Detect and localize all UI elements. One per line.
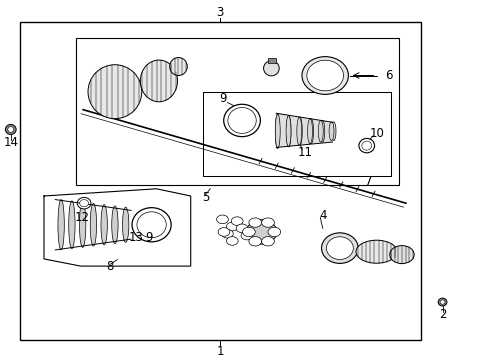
Circle shape xyxy=(261,237,274,246)
Ellipse shape xyxy=(90,203,96,246)
Ellipse shape xyxy=(302,57,348,94)
Ellipse shape xyxy=(306,60,343,91)
Circle shape xyxy=(226,237,238,245)
Ellipse shape xyxy=(88,65,142,119)
Circle shape xyxy=(267,227,280,237)
Text: 1: 1 xyxy=(216,345,224,358)
Ellipse shape xyxy=(307,119,312,144)
Circle shape xyxy=(248,218,261,227)
Circle shape xyxy=(216,215,228,224)
Circle shape xyxy=(242,227,255,237)
Circle shape xyxy=(236,224,247,233)
Ellipse shape xyxy=(79,202,85,247)
Text: 13: 13 xyxy=(128,231,143,244)
Ellipse shape xyxy=(358,139,374,153)
Ellipse shape xyxy=(318,120,323,142)
Text: 6: 6 xyxy=(384,69,392,82)
Text: 9: 9 xyxy=(219,93,226,105)
Bar xyxy=(203,92,390,176)
Ellipse shape xyxy=(8,127,14,132)
Text: 14: 14 xyxy=(3,136,18,149)
Ellipse shape xyxy=(227,108,256,134)
Ellipse shape xyxy=(389,246,413,264)
Ellipse shape xyxy=(68,201,75,249)
Text: 11: 11 xyxy=(298,146,312,159)
Bar xyxy=(20,22,420,340)
Ellipse shape xyxy=(263,61,279,76)
Ellipse shape xyxy=(285,116,290,147)
Ellipse shape xyxy=(321,233,357,264)
Ellipse shape xyxy=(101,204,107,245)
Ellipse shape xyxy=(80,199,88,207)
Circle shape xyxy=(218,228,229,236)
Circle shape xyxy=(226,222,238,231)
Text: 3: 3 xyxy=(216,6,224,19)
Ellipse shape xyxy=(137,212,166,238)
Ellipse shape xyxy=(122,207,129,242)
Text: 5: 5 xyxy=(201,191,209,204)
Text: 10: 10 xyxy=(369,127,384,140)
Ellipse shape xyxy=(140,60,177,102)
Text: 2: 2 xyxy=(438,308,446,321)
Bar xyxy=(76,38,398,185)
Circle shape xyxy=(261,218,274,227)
Ellipse shape xyxy=(58,199,64,250)
Ellipse shape xyxy=(111,206,118,244)
Ellipse shape xyxy=(437,298,446,306)
Ellipse shape xyxy=(328,122,333,141)
Ellipse shape xyxy=(439,300,444,304)
Ellipse shape xyxy=(77,197,91,209)
Circle shape xyxy=(241,231,252,240)
Polygon shape xyxy=(276,113,332,148)
Text: 12: 12 xyxy=(75,211,89,224)
Ellipse shape xyxy=(246,220,276,244)
Circle shape xyxy=(231,217,243,225)
Text: 4: 4 xyxy=(318,209,326,222)
Ellipse shape xyxy=(308,119,313,144)
Text: 7: 7 xyxy=(365,175,372,188)
Ellipse shape xyxy=(320,120,324,142)
Ellipse shape xyxy=(275,114,280,148)
Ellipse shape xyxy=(361,141,371,150)
Ellipse shape xyxy=(296,117,301,145)
Bar xyxy=(267,58,275,63)
Ellipse shape xyxy=(169,58,187,76)
Text: 9: 9 xyxy=(145,231,153,244)
Ellipse shape xyxy=(355,240,396,263)
Ellipse shape xyxy=(297,117,302,145)
Ellipse shape xyxy=(331,122,335,141)
Ellipse shape xyxy=(132,208,171,242)
Ellipse shape xyxy=(275,114,279,148)
Circle shape xyxy=(221,229,233,238)
Ellipse shape xyxy=(5,125,16,135)
Ellipse shape xyxy=(223,104,260,137)
Circle shape xyxy=(248,237,261,246)
Text: 8: 8 xyxy=(106,260,114,273)
Ellipse shape xyxy=(326,237,352,260)
Ellipse shape xyxy=(286,116,290,147)
